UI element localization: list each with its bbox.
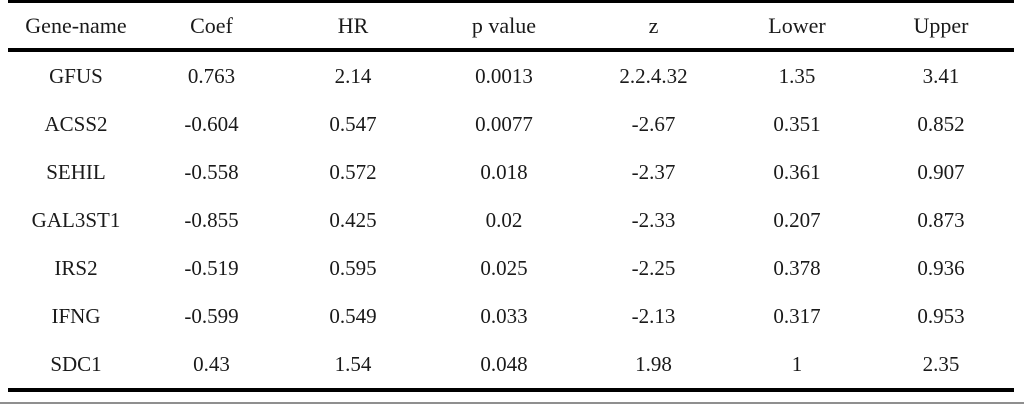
value-cell: 0.852 xyxy=(917,111,965,136)
gene-name-cell: IFNG xyxy=(51,303,101,328)
value-cell: 0.936 xyxy=(917,255,965,280)
value-cell: 1.54 xyxy=(334,351,372,376)
value-cell: -2.37 xyxy=(631,159,676,184)
value-cell: 0.351 xyxy=(773,111,821,136)
value-cell: -2.33 xyxy=(631,207,676,232)
value-cell: 0.018 xyxy=(480,159,528,184)
value-cell: 1.35 xyxy=(778,63,816,88)
table-row: GAL3ST1 -0.855 0.425 0.02 -2.33 0.207 0.873 xyxy=(8,196,1014,244)
value-cell: 0.907 xyxy=(917,159,965,184)
value-cell: 1.98 xyxy=(635,351,672,376)
col-header-z: z xyxy=(581,1,726,52)
table-row: IFNG -0.599 0.549 0.033 -2.13 0.317 0.953 xyxy=(8,292,1014,340)
value-cell: 0.033 xyxy=(480,303,528,328)
table-row: GFUS 0.763 2.14 0.0013 2.2.4.32 1.35 3.41 xyxy=(8,50,1014,100)
col-header-upper: Upper xyxy=(868,1,1014,52)
value-cell: -0.558 xyxy=(184,159,239,184)
value-cell: 0.763 xyxy=(187,63,236,88)
header-row: Gene-name Coef HR p value z Lower Upper xyxy=(8,1,1014,52)
col-header-gene-name: Gene-name xyxy=(8,1,144,52)
table-row: SDC1 0.43 1.54 0.048 1.98 1 2.35 xyxy=(8,340,1014,390)
col-header-p-value: p value xyxy=(427,1,581,52)
value-cell: 0.425 xyxy=(329,207,377,232)
value-cell: 0.02 xyxy=(485,207,523,232)
value-cell: 0.873 xyxy=(917,207,965,232)
value-cell: 0.317 xyxy=(773,303,821,328)
value-cell: 0.207 xyxy=(773,207,821,232)
value-cell: 3.41 xyxy=(922,63,960,88)
table-row: ACSS2 -0.604 0.547 0.0077 -2.67 0.351 0.852 xyxy=(8,100,1014,148)
table-row: IRS2 -0.519 0.595 0.025 -2.25 0.378 0.936 xyxy=(8,244,1014,292)
gene-name-cell: SEHIL xyxy=(46,159,106,184)
bottom-hairline-rule xyxy=(0,402,1024,404)
value-cell: 0.025 xyxy=(480,255,528,280)
value-cell: 0.595 xyxy=(329,255,377,280)
value-cell: 0.547 xyxy=(329,111,377,136)
gene-name-cell: GAL3ST1 xyxy=(31,207,121,232)
value-cell: 0.0077 xyxy=(475,111,533,136)
value-cell: 2.35 xyxy=(922,351,960,376)
value-cell: -0.519 xyxy=(184,255,239,280)
value-cell: 0.0013 xyxy=(475,63,533,88)
value-cell: -0.604 xyxy=(184,111,239,136)
value-cell: 1 xyxy=(791,351,803,376)
gene-name-cell: IRS2 xyxy=(54,255,98,280)
value-cell: -2.25 xyxy=(631,255,676,280)
value-cell: 0.953 xyxy=(917,303,965,328)
value-cell: -0.855 xyxy=(184,207,239,232)
value-cell: 2.2.4.32 xyxy=(619,63,688,88)
value-cell: -0.599 xyxy=(184,303,239,328)
value-cell: 0.43 xyxy=(193,351,230,376)
value-cell: 0.378 xyxy=(773,255,821,280)
value-cell: -2.13 xyxy=(631,303,676,328)
value-cell: 0.361 xyxy=(773,159,821,184)
col-header-hr: HR xyxy=(279,1,427,52)
col-header-lower: Lower xyxy=(726,1,868,52)
gene-stats-table: Gene-name Coef HR p value z Lower Upper … xyxy=(8,0,1014,392)
value-cell: 2.14 xyxy=(334,63,372,88)
value-cell: 0.048 xyxy=(480,351,528,376)
table-header: Gene-name Coef HR p value z Lower Upper xyxy=(8,1,1014,52)
table-row: SEHIL -0.558 0.572 0.018 -2.37 0.361 0.907 xyxy=(8,148,1014,196)
gene-name-cell: SDC1 xyxy=(50,351,102,376)
col-header-coef: Coef xyxy=(144,1,279,52)
value-cell: 0.549 xyxy=(329,303,377,328)
gene-name-cell: ACSS2 xyxy=(44,111,108,136)
gene-stats-table-figure: Gene-name Coef HR p value z Lower Upper … xyxy=(8,0,1014,392)
value-cell: 0.572 xyxy=(329,159,377,184)
value-cell: -2.67 xyxy=(631,111,676,136)
table-body: GFUS 0.763 2.14 0.0013 2.2.4.32 1.35 3.41 ACSS2… xyxy=(8,50,1014,390)
gene-name-cell: GFUS xyxy=(49,63,103,88)
